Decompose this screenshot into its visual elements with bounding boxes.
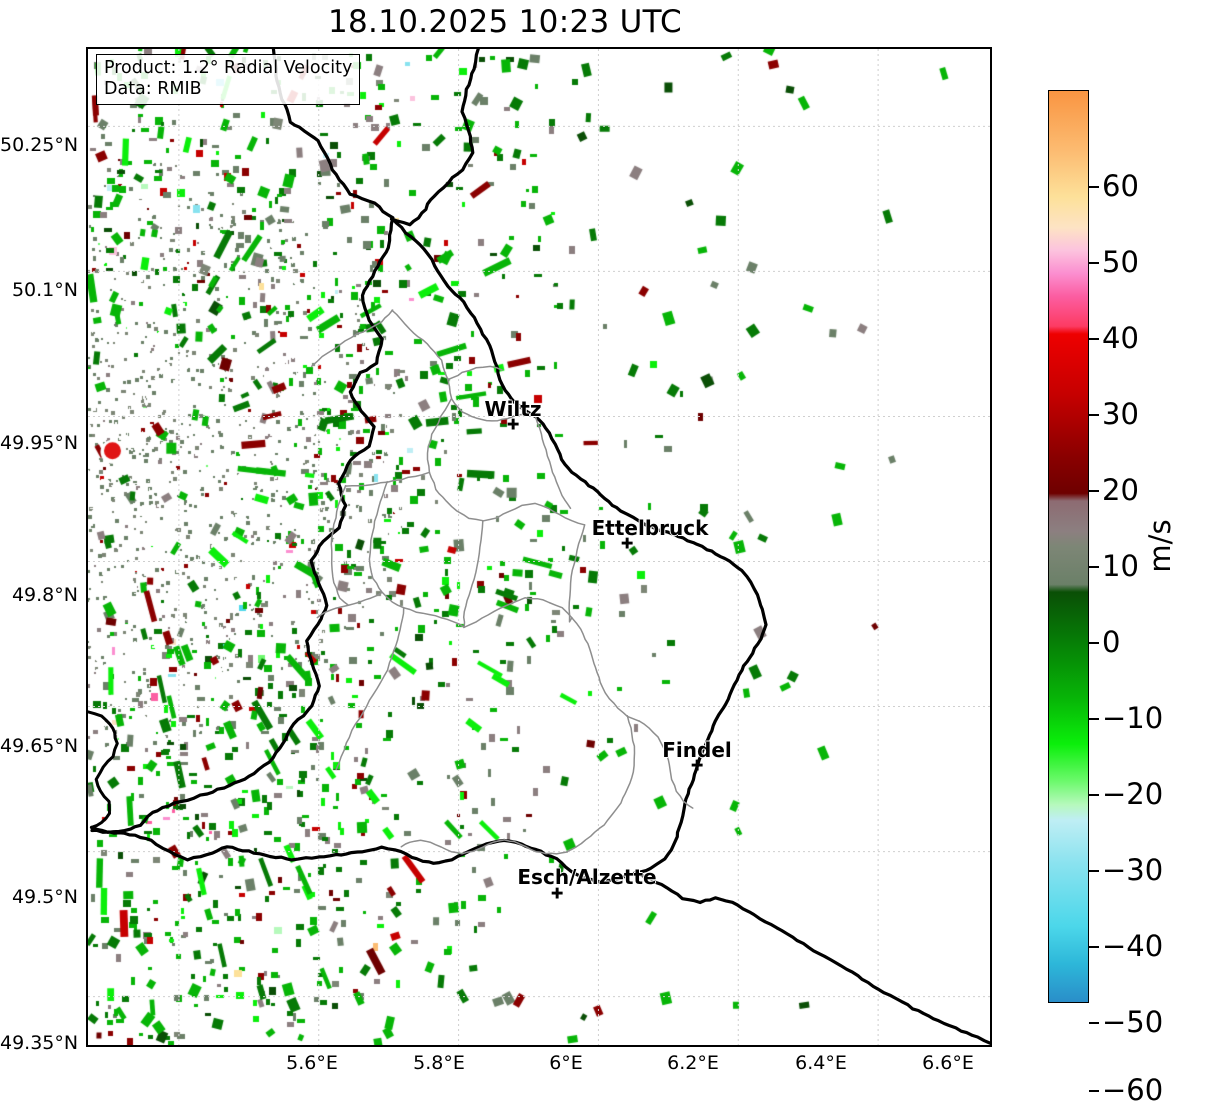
colorbar-tick <box>1089 870 1099 872</box>
colorbar-tick-label: −30 <box>1102 853 1164 887</box>
colorbar-tick-label: −10 <box>1102 701 1164 735</box>
x-axis-tick-label: 5.6°E <box>286 1052 338 1074</box>
colorbar-tick <box>1089 1090 1099 1092</box>
y-axis-tick-label: 49.8°N <box>11 584 78 606</box>
city-label: Wiltz <box>484 397 542 421</box>
colorbar-tick <box>1089 338 1099 340</box>
data-source-line: Data: RMIB <box>104 79 202 99</box>
colorbar-tick-label: 30 <box>1102 397 1139 431</box>
colorbar-tick-label: 0 <box>1102 625 1121 659</box>
colorbar-tick <box>1089 718 1099 720</box>
colorbar-tick-label: −40 <box>1102 929 1164 963</box>
colorbar-unit-label: m/s <box>1143 519 1177 573</box>
map-canvas-clip <box>88 49 990 1045</box>
city-marker-icon: ✚ <box>620 534 634 553</box>
colorbar-tick <box>1089 794 1099 796</box>
product-info-box: Product: 1.2° Radial Velocity Data: RMIB <box>96 54 361 105</box>
colorbar-tick-label: −60 <box>1102 1073 1164 1107</box>
colorbar-tick <box>1089 186 1099 188</box>
city-marker-icon: ✚ <box>550 884 564 903</box>
colorbar-tick <box>1089 490 1099 492</box>
colorbar-tick <box>1089 414 1099 416</box>
y-axis-tick-label: 49.5°N <box>11 886 78 908</box>
map-geography-layer <box>88 49 990 1045</box>
colorbar-tick <box>1089 1022 1099 1024</box>
x-axis-tick-label: 6.4°E <box>795 1052 847 1074</box>
colorbar-tick <box>1089 642 1099 644</box>
colorbar-tick-label: 50 <box>1102 245 1139 279</box>
x-axis-tick-label: 6°E <box>549 1052 583 1074</box>
y-axis-tick-label: 49.35°N <box>0 1032 79 1054</box>
city-label: Ettelbruck <box>591 516 709 540</box>
x-axis-tick-label: 6.6°E <box>922 1052 974 1074</box>
colorbar-tick-label: 20 <box>1102 473 1139 507</box>
city-marker-icon: ✚ <box>690 756 704 775</box>
city-label: Esch/Alzette <box>517 865 657 889</box>
colorbar-tick-label: 40 <box>1102 321 1139 355</box>
colorbar-tick-label: 10 <box>1102 549 1139 583</box>
y-axis-tick-label: 50.25°N <box>0 134 79 156</box>
radar-echo-layer <box>88 49 990 1045</box>
colorbar-tick <box>1089 946 1099 948</box>
y-axis-tick-label: 50.1°N <box>11 279 78 301</box>
y-axis-tick-label: 49.65°N <box>0 735 79 757</box>
radar-map-plot[interactable] <box>86 47 992 1047</box>
colorbar-tick-label: 60 <box>1102 169 1139 203</box>
colorbar-tick <box>1089 566 1099 568</box>
colorbar-tick-label: −20 <box>1102 777 1164 811</box>
colorbar-tick <box>1089 262 1099 264</box>
product-line: Product: 1.2° Radial Velocity <box>104 58 353 78</box>
colorbar <box>1048 90 1089 1003</box>
page-title: 18.10.2025 10:23 UTC <box>328 4 682 40</box>
x-axis-tick-label: 6.2°E <box>667 1052 719 1074</box>
y-axis-tick-label: 49.95°N <box>0 432 79 454</box>
colorbar-tick-label: −50 <box>1102 1005 1164 1039</box>
city-marker-icon: ✚ <box>506 415 520 434</box>
x-axis-tick-label: 5.8°E <box>413 1052 465 1074</box>
city-label: Findel <box>662 738 732 762</box>
